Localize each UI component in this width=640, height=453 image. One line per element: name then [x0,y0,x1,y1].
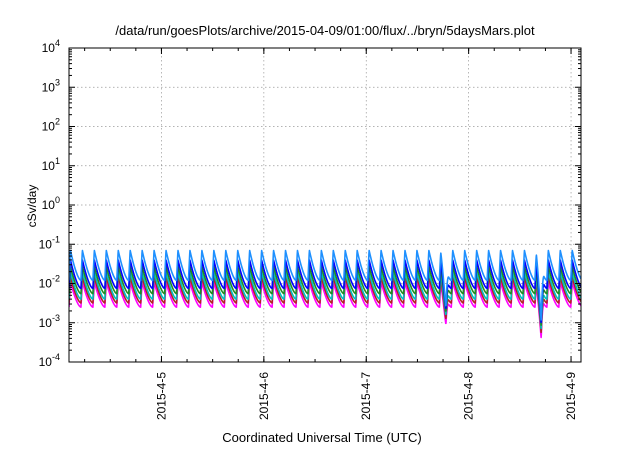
series-group [69,249,581,339]
grid [69,48,581,362]
x-tick-label: 2015-4-9 [564,372,578,420]
y-tick-exponent: -2 [52,274,60,284]
y-tick-label: 10-1 [39,234,60,251]
x-tick-label: 2015-4-6 [257,372,271,420]
y-tick-label: 101 [42,156,60,173]
y-tick-exponent: 1 [55,156,60,166]
y-tick-label: 10-2 [39,274,60,291]
y-tick-label: 104 [42,38,60,55]
y-tick-label: 10-3 [39,313,60,330]
chart-title: /data/run/goesPlots/archive/2015-04-09/0… [115,23,535,38]
y-tick-exponent: 2 [55,117,60,127]
x-axis-label: Coordinated Universal Time (UTC) [222,430,421,445]
y-tick-exponent: -4 [52,352,60,362]
x-tick-label: 2015-4-7 [359,372,373,420]
y-tick-exponent: 3 [55,77,60,87]
y-tick-label: 102 [42,117,60,134]
y-axis-label: cSv/day [25,185,39,228]
x-tick-label: 2015-4-8 [462,372,476,420]
y-tick-label: 100 [42,195,60,212]
series-line [69,249,581,321]
y-tick-label: 103 [42,77,60,94]
y-tick-exponent: 0 [55,195,60,205]
x-tick-label: 2015-4-5 [154,372,168,420]
y-tick-exponent: 4 [55,38,60,48]
y-tick-label: 10-4 [39,352,60,369]
y-tick-exponent: -3 [52,313,60,323]
y-tick-exponent: -1 [52,234,60,244]
